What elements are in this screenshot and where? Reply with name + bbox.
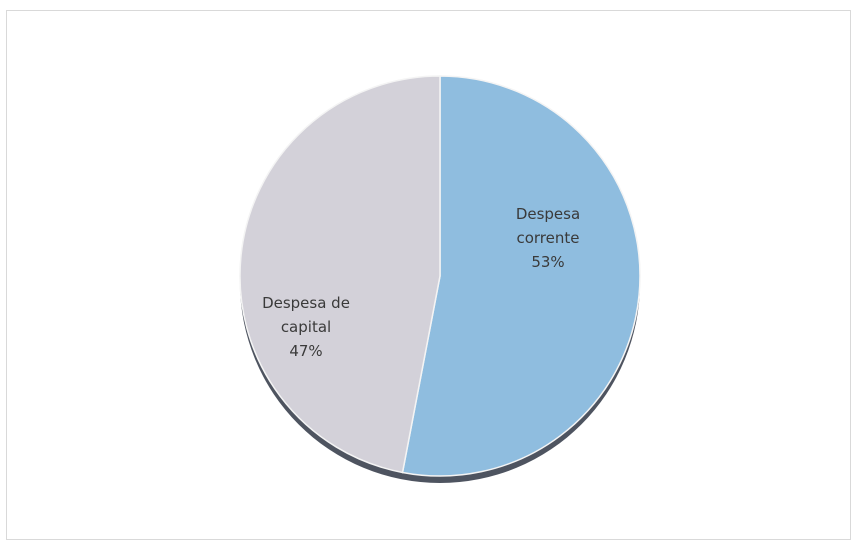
- pie-label-percent: 47%: [289, 342, 322, 360]
- pie-label-line: capital: [281, 318, 331, 336]
- pie-label-despesa-de-capital: Despesa de capital 47%: [262, 294, 350, 360]
- pie-label-percent: 53%: [531, 253, 564, 271]
- pie-label-despesa-corrente: Despesa corrente 53%: [516, 205, 580, 271]
- pie-slice-despesa-corrente: [401, 75, 641, 477]
- pie-labels: Despesa corrente 53% Despesa de capital 47%: [262, 205, 580, 360]
- pie-label-line: Despesa: [516, 205, 580, 223]
- pie-slice-despesa-de-capital: [239, 75, 441, 474]
- pie-label-line: Despesa de: [262, 294, 350, 312]
- pie-slices: [239, 75, 641, 477]
- pie-label-line: corrente: [516, 229, 579, 247]
